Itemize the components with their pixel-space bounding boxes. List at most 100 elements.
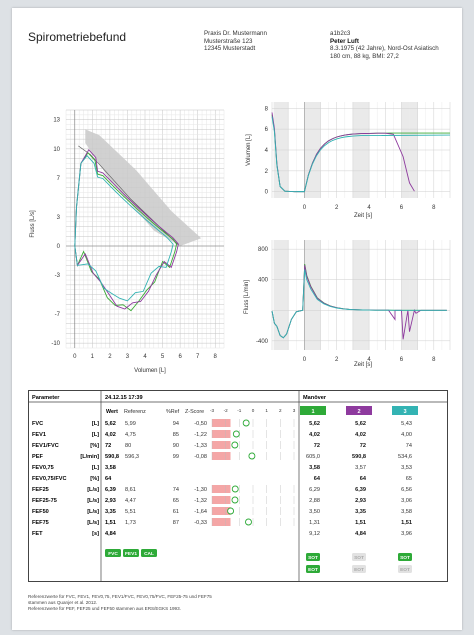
manoever-chip-label: 3	[403, 409, 406, 415]
param-wert: 72	[105, 443, 111, 449]
col-pref: %Ref	[166, 409, 180, 415]
z-tick-label: 1	[265, 408, 268, 413]
manoever-chip-2	[346, 406, 372, 415]
fv-ytick-label: -3	[55, 273, 61, 279]
param-referenz: 8,61	[125, 487, 136, 493]
flag-badge	[123, 549, 139, 557]
z-score-marker	[245, 518, 252, 526]
manoever-header: Manöver	[303, 395, 327, 401]
vt-ytick-label: 2	[265, 169, 269, 175]
param-pref: 94	[173, 421, 179, 427]
sot-badge	[306, 553, 320, 561]
z-tick-label: -2	[224, 408, 229, 413]
col-wert: Wert	[106, 409, 118, 415]
table-rows: FVC [L] 5,62 5,99 94 -0,50 5,62 5,62 5,43 FEV1 [L]…	[32, 419, 412, 537]
param-wert: 6,39	[105, 487, 116, 493]
eot-badge	[398, 565, 412, 573]
param-pref: 99	[173, 454, 179, 460]
manoever-value: 72	[360, 443, 366, 449]
manoever-value: 3,35	[355, 509, 366, 515]
vt-series-3	[271, 116, 451, 193]
param-wert: 5,62	[105, 421, 116, 427]
z-tick-label: -3	[210, 408, 215, 413]
manoever-value: 3,96	[401, 531, 412, 537]
ft-ytick-label: 400	[258, 278, 269, 284]
test-date: 24.12.15 17:39	[105, 395, 143, 401]
practice-name: Praxis Dr. Mustermann	[204, 30, 267, 37]
eot-badge	[306, 565, 320, 573]
flag-badge	[105, 549, 121, 557]
param-referenz: 1,73	[125, 520, 136, 526]
sot-badge-label: SOT	[308, 555, 318, 561]
param-pref: 90	[173, 443, 179, 449]
footnote: Referenzwerte für FVC, FEV1, FEV0,75, FE…	[28, 594, 448, 612]
param-pref: 61	[173, 509, 179, 515]
fv-reference-area	[85, 129, 202, 246]
ft-band	[273, 240, 289, 350]
manoever-value: 64	[360, 476, 367, 482]
fv-ylabel: Fluss [L/s]	[30, 210, 36, 238]
fv-xtick-label: 2	[108, 354, 112, 360]
param-name: FEV0,75/FVC	[32, 476, 67, 482]
param-name: FEV1	[32, 432, 46, 438]
vt-ytick-label: 8	[265, 106, 269, 112]
manoever-value: 72	[314, 443, 320, 449]
vt-series-2	[271, 112, 415, 193]
param-wert: 4,02	[105, 432, 116, 438]
param-zscore: -0,08	[194, 454, 207, 460]
flag-badge-label: CAL	[144, 551, 154, 557]
table-row: FET [s] 4,84 9,12 4,84 3,96	[32, 531, 412, 537]
vt-y-ticks: 8 6 4 2 0	[265, 106, 269, 195]
ft-xtick-label: 2	[335, 357, 339, 363]
param-name: FVC	[32, 421, 43, 427]
ft-x-ticks: 0 2 4 6 8	[303, 357, 436, 363]
patient-block: a1b2c3 Peter Luft 8.3.1975 (42 Jahre), N…	[330, 30, 439, 60]
param-unit: [%]	[90, 443, 99, 449]
z-score-ticks: -3 -2 -1 0 1 2 3	[210, 408, 296, 413]
manoever-value: 3,50	[309, 509, 320, 515]
ft-y-ticks: 800 400 -400	[256, 247, 269, 345]
manoever-value: 590,8	[352, 454, 366, 460]
z-abnormal-zone	[212, 518, 231, 526]
vt-xtick-label: 0	[303, 205, 307, 211]
manoever-chip-label: 2	[357, 409, 360, 415]
col-zscore: Z-Score	[185, 409, 204, 415]
results-table-graphic: Parameter 24.12.15 17:39 Manöver Wert Re…	[29, 391, 447, 581]
param-unit: [L]	[92, 432, 99, 438]
param-name: FEF75	[32, 520, 49, 526]
fv-xtick-label: 5	[161, 354, 165, 360]
param-header: Parameter	[32, 395, 60, 401]
z-abnormal-zone	[212, 507, 231, 515]
table-row: FEV0,75/FVC [%] 64 64 64 65	[32, 476, 412, 482]
vt-x-ticks: 0 2 4 6 8	[303, 205, 436, 211]
table-row: FEV0,75 [L] 3,58 3,58 3,57 3,53	[32, 465, 412, 471]
ft-ylabel: Fluss [L/min]	[244, 280, 250, 314]
fv-ytick-label: 13	[53, 118, 60, 124]
manoever-value: 4,02	[309, 432, 320, 438]
manoever-value: 3,57	[355, 465, 366, 471]
z-score-marker	[242, 419, 250, 427]
param-wert: 3,35	[105, 509, 116, 515]
manoever-value: 605,0	[306, 454, 320, 460]
table-row: PEF [L/min] 590,8 596,3 99 -0,08 605,0 590,8 534…	[32, 452, 412, 460]
param-name: FEV1/FVC	[32, 443, 59, 449]
footnote-line-3: Referenzwerte für PEF, FEF25 und FEF50 s…	[28, 606, 181, 611]
fv-ytick-label: -10	[51, 341, 60, 347]
ft-ytick-label: 800	[258, 247, 269, 253]
manoever-value: 3,06	[401, 498, 412, 504]
manoever-chip-label: 1	[311, 409, 314, 415]
eot-badge-label: EOT	[400, 567, 410, 573]
z-tick-label: -1	[237, 408, 242, 413]
practice-address: Praxis Dr. Mustermann Musterstraße 123 1…	[204, 30, 267, 53]
ft-ytick-label: -400	[256, 339, 269, 345]
z-score-marker	[231, 496, 239, 504]
vt-xtick-label: 6	[400, 205, 404, 211]
manoever-value: 1,51	[401, 520, 412, 526]
fv-series-1	[74, 151, 178, 312]
vt-ytick-label: 0	[265, 190, 269, 196]
ft-series-3	[271, 269, 447, 339]
practice-street: Musterstraße 123	[204, 37, 253, 45]
vt-xtick-label: 4	[367, 205, 371, 211]
sot-row: SOT SOT SOT	[306, 553, 412, 561]
manoever-value: 4,84	[355, 531, 367, 537]
